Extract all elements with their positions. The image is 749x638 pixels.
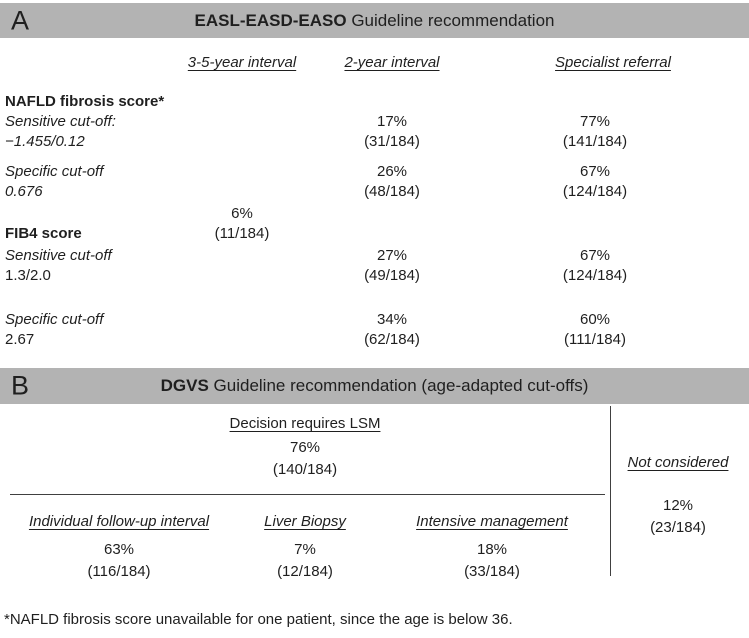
- liver-biopsy-header: Liver Biopsy: [264, 513, 346, 530]
- nafld-specific-2yr-pct: 26%: [376, 163, 408, 180]
- nafld-sensitive-2yr-pct: 17%: [376, 113, 408, 130]
- lsm-pct: 76%: [289, 439, 321, 456]
- intensive-management-header: Intensive management: [416, 513, 568, 530]
- intensive-management-n: (33/184): [464, 563, 520, 580]
- fib4-specific-referral-n: (111/184): [564, 331, 626, 348]
- panel-b-letter: B: [11, 370, 30, 401]
- nafld-specific-cutoff-value: 0.676: [5, 183, 43, 200]
- nafld-sensitive-cutoff-label: Sensitive cut-off:: [5, 113, 116, 130]
- nafld-sensitive-referral-pct: 77%: [579, 113, 611, 130]
- row-group-fib4-score: FIB4 score: [5, 225, 82, 242]
- fib4-specific-cutoff-value: 2.67: [5, 331, 35, 348]
- nafld-sensitive-2yr-n: (31/184): [364, 133, 420, 150]
- interval-3-5yr-n: (11/184): [214, 225, 270, 242]
- panel-a-title-rest: Guideline recommendation: [351, 10, 555, 30]
- liver-biopsy-n: (12/184): [277, 563, 333, 580]
- not-considered-n: (23/184): [650, 519, 706, 536]
- not-considered-pct: 12%: [662, 497, 694, 514]
- panel-a-letter: A: [11, 5, 30, 35]
- column-header-specialist-referral: Specialist referral: [555, 54, 671, 71]
- fib4-specific-referral-pct: 60%: [579, 311, 611, 328]
- nafld-sensitive-referral-n: (141/184): [562, 133, 628, 150]
- fib4-sensitive-2yr-pct: 27%: [376, 247, 408, 264]
- fib4-sensitive-cutoff-label: Sensitive cut-off: [5, 247, 112, 264]
- fib4-specific-2yr-pct: 34%: [376, 311, 408, 328]
- panel-b-title: DGVS Guideline recommendation (age-adapt…: [0, 376, 749, 396]
- panel-a-title: EASL-EASD-EASO Guideline recommendation: [0, 11, 749, 31]
- followup-pct: 63%: [103, 541, 135, 558]
- vertical-divider: [610, 406, 611, 576]
- not-considered-header: Not considered: [627, 454, 729, 471]
- fib4-sensitive-referral-pct: 67%: [579, 247, 611, 264]
- nafld-specific-referral-n: (124/184): [562, 183, 628, 200]
- row-group-nafld-fibrosis-score: NAFLD fibrosis score*: [5, 93, 165, 110]
- column-header-2-year-interval: 2-year interval: [344, 54, 440, 71]
- followup-n: (116/184): [87, 563, 151, 580]
- nafld-specific-cutoff-label: Specific cut-off: [5, 163, 104, 180]
- fib4-specific-cutoff-label: Specific cut-off: [5, 311, 104, 328]
- column-header-3-5-year-interval: 3-5-year interval: [187, 54, 297, 71]
- panel-a-header-bar: A EASL-EASD-EASO Guideline recommendatio…: [0, 3, 749, 38]
- footnote: *NAFLD fibrosis score unavailable for on…: [4, 611, 513, 628]
- panel-b-header-bar: B DGVS Guideline recommendation (age-ada…: [0, 368, 749, 404]
- nafld-sensitive-cutoff-value: −1.455/0.12: [5, 133, 85, 150]
- fib4-sensitive-referral-n: (124/184): [562, 267, 628, 284]
- interval-3-5yr-pct: 6%: [231, 205, 253, 222]
- followup-header: Individual follow-up interval: [28, 513, 210, 530]
- nafld-specific-2yr-n: (48/184): [364, 183, 420, 200]
- fib4-sensitive-2yr-n: (49/184): [364, 267, 420, 284]
- fib4-specific-2yr-n: (62/184): [364, 331, 420, 348]
- liver-biopsy-pct: 7%: [294, 541, 316, 558]
- panel-b-title-rest: Guideline recommendation (age-adapted cu…: [213, 376, 589, 395]
- horizontal-divider: [10, 494, 605, 495]
- lsm-n: (140/184): [272, 461, 338, 478]
- nafld-specific-referral-pct: 67%: [579, 163, 611, 180]
- intensive-management-pct: 18%: [476, 541, 508, 558]
- fib4-sensitive-cutoff-value: 1.3/2.0: [5, 267, 51, 284]
- lsm-header: Decision requires LSM: [229, 415, 381, 432]
- panel-a-title-bold: EASL-EASD-EASO: [194, 10, 347, 30]
- panel-b-title-bold: DGVS: [160, 376, 209, 395]
